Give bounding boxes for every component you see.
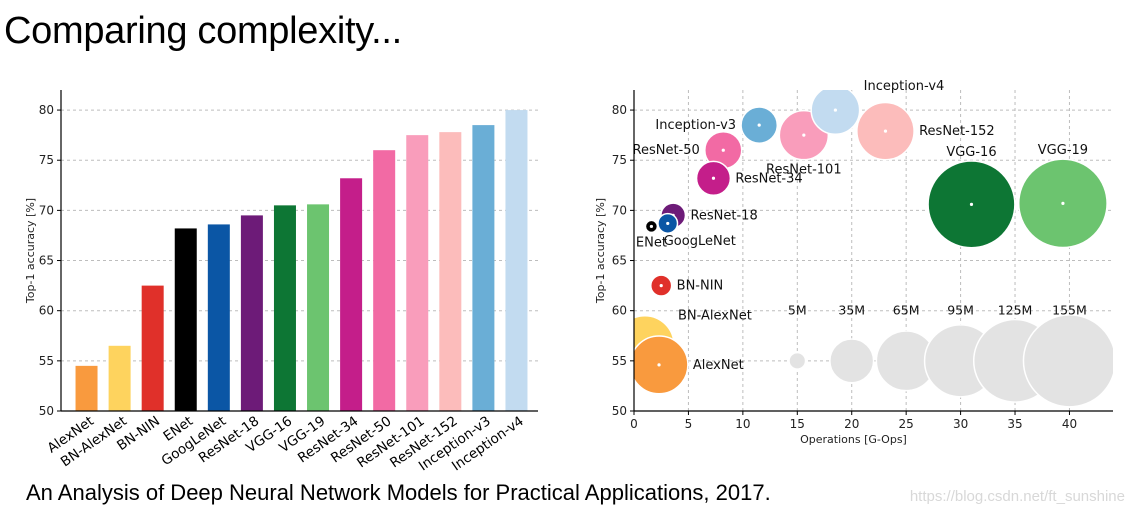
bubble-label: ResNet-50 <box>633 143 700 158</box>
bubble-label: Inception-v3 <box>655 118 736 133</box>
page-title: Comparing complexity... <box>4 10 402 52</box>
x-tick-label: 20 <box>844 417 859 431</box>
bubble-center-dot <box>883 129 888 133</box>
x-tick-label: 10 <box>735 417 750 431</box>
size-legend-label: 35M <box>838 303 865 318</box>
bar-resnet-50 <box>373 150 396 411</box>
y-tick-label: 65 <box>612 254 627 268</box>
bubble-center-dot <box>1061 201 1065 205</box>
y-tick-label: 75 <box>612 153 627 167</box>
bubble-center-dot <box>711 176 716 180</box>
size-legend-label: 155M <box>1052 303 1087 318</box>
size-legend-label: 65M <box>893 303 920 318</box>
bubble-label: VGG-19 <box>1038 143 1088 158</box>
size-legend-bubble <box>1022 314 1113 408</box>
y-tick-label: 70 <box>612 203 627 217</box>
size-legend-label: 95M <box>947 303 974 318</box>
size-legend-label: 125M <box>998 303 1033 318</box>
bubble-center-dot <box>659 284 663 288</box>
bar-vgg-16 <box>273 205 296 411</box>
bar-inception-v3 <box>472 125 495 411</box>
bubble-center-dot <box>757 123 761 127</box>
bar-inception-v4 <box>505 110 528 411</box>
y-tick-label: 80 <box>612 103 627 117</box>
bubble-center-dot <box>969 202 974 206</box>
size-legend-bubble <box>788 351 807 370</box>
bubble-label: BN-NIN <box>677 279 724 294</box>
bubble-center-dot <box>721 148 725 152</box>
x-tick-label: 30 <box>953 417 968 431</box>
bubble-label: ResNet-152 <box>919 124 995 139</box>
y-tick-label: 50 <box>39 404 54 418</box>
bubble-label: GoogLeNet <box>664 234 736 249</box>
y-tick-label: 50 <box>612 404 627 418</box>
bar-resnet-34 <box>340 178 363 411</box>
bubble-label: ENet <box>636 235 667 250</box>
size-legend-bubble <box>829 338 875 384</box>
bubble-label: AlexNet <box>693 358 744 373</box>
x-tick-label: 5 <box>685 417 693 431</box>
bar-vgg-19 <box>307 204 330 411</box>
y-tick-label: 55 <box>39 354 54 368</box>
bubble-label: ResNet-101 <box>766 163 842 178</box>
bar-bn-alexnet <box>108 345 131 411</box>
y-tick-label: 70 <box>39 203 54 217</box>
bubble-center-dot <box>802 133 806 137</box>
bubble-alexnet <box>634 335 689 395</box>
bubble-label: ResNet-34 <box>735 171 802 186</box>
y-axis-label: Top-1 accuracy [%] <box>594 198 607 304</box>
bar-resnet-152 <box>439 132 462 411</box>
bubble-layer <box>634 90 1113 408</box>
bar-bn-nin <box>141 285 164 411</box>
x-axis-label: Operations [G-Ops] <box>800 433 907 446</box>
watermark: https://blog.csdn.net/ft_sunshine <box>909 488 1125 505</box>
bubble-center-dot <box>657 363 661 367</box>
bar-resnet-18 <box>240 215 263 411</box>
y-tick-label: 55 <box>612 354 627 368</box>
y-axis-label: Top-1 accuracy [%] <box>24 198 37 304</box>
bar-googlenet <box>207 224 230 411</box>
x-tick-label: 0 <box>630 417 638 431</box>
bar-enet <box>174 228 197 411</box>
bar-resnet-101 <box>406 135 429 411</box>
x-tick-label: 25 <box>899 417 914 431</box>
bubble-center-dot <box>666 221 670 226</box>
citation: An Analysis of Deep Neural Network Model… <box>26 480 771 505</box>
bar-alexnet <box>75 365 98 411</box>
x-tick-label: 35 <box>1007 417 1022 431</box>
y-tick-label: 60 <box>39 304 54 318</box>
bubble-label: ResNet-18 <box>690 208 757 223</box>
bubble-center-dot <box>649 224 654 229</box>
y-tick-label: 60 <box>612 304 627 318</box>
bubble-center-dot <box>833 108 837 112</box>
size-legend-label: 5M <box>788 303 807 318</box>
bubble-label: VGG-16 <box>946 145 996 160</box>
bubble-inception-v4 <box>810 90 861 136</box>
x-tick-label: 40 <box>1062 417 1077 431</box>
x-tick-label: 15 <box>790 417 805 431</box>
bubble-label: Inception-v4 <box>864 79 945 94</box>
bubble-label: BN-AlexNet <box>678 309 752 324</box>
y-tick-label: 80 <box>39 103 54 117</box>
y-tick-label: 65 <box>39 254 54 268</box>
y-tick-label: 75 <box>39 153 54 167</box>
